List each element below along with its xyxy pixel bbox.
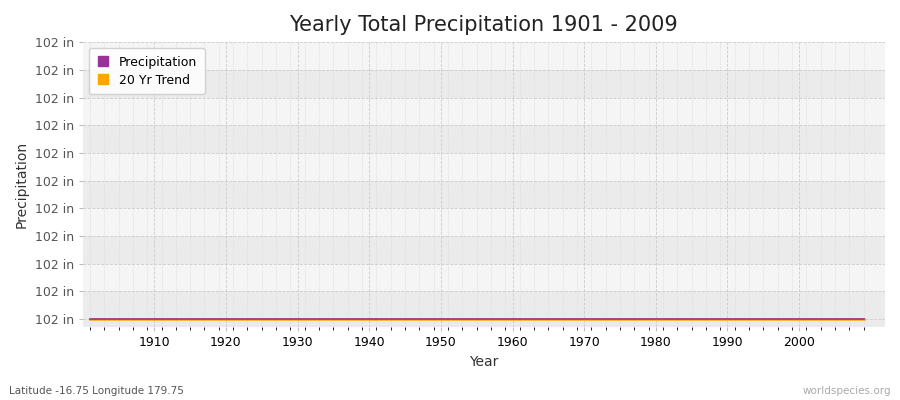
Y-axis label: Precipitation: Precipitation — [15, 141, 29, 228]
Bar — [83, 264, 885, 292]
Bar — [83, 153, 885, 181]
Bar — [83, 292, 885, 319]
Text: worldspecies.org: worldspecies.org — [803, 386, 891, 396]
Bar — [83, 181, 885, 208]
X-axis label: Year: Year — [469, 355, 499, 369]
Bar — [83, 70, 885, 98]
Bar — [83, 208, 885, 236]
Title: Yearly Total Precipitation 1901 - 2009: Yearly Total Precipitation 1901 - 2009 — [290, 15, 679, 35]
Bar — [83, 319, 885, 328]
Legend: Precipitation, 20 Yr Trend: Precipitation, 20 Yr Trend — [89, 48, 204, 94]
Text: Latitude -16.75 Longitude 179.75: Latitude -16.75 Longitude 179.75 — [9, 386, 184, 396]
Bar — [83, 125, 885, 153]
Bar — [83, 42, 885, 70]
Bar — [83, 98, 885, 125]
Bar — [83, 236, 885, 264]
